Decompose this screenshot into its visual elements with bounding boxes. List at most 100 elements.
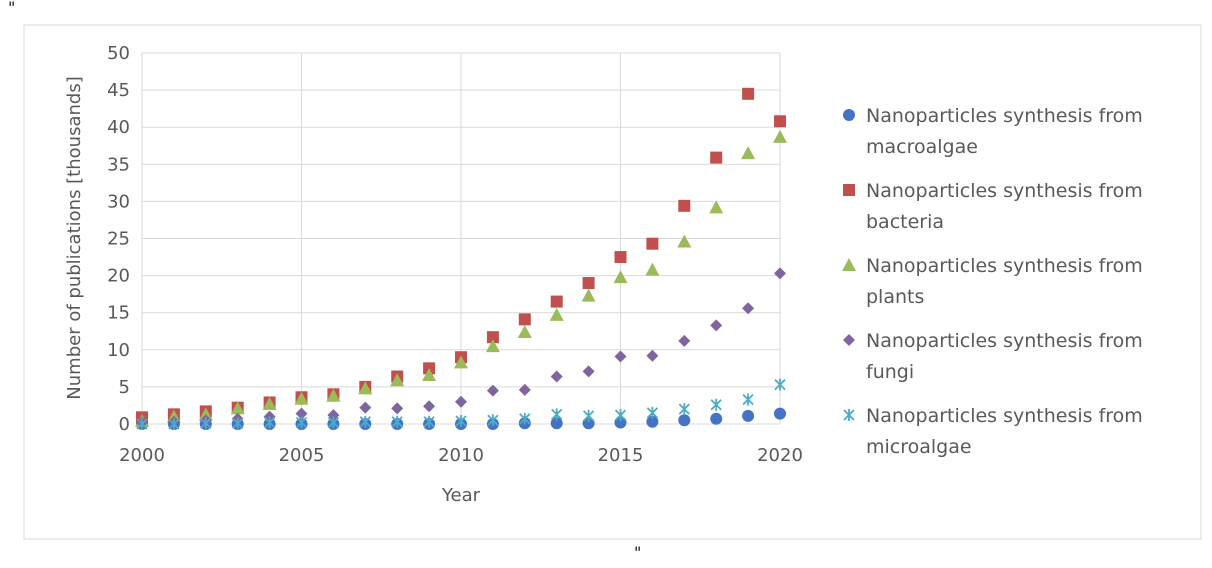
data-point: [614, 409, 627, 422]
data-point: [742, 302, 755, 315]
data-point: [359, 401, 372, 414]
data-point: [391, 402, 404, 415]
data-point: [710, 412, 723, 425]
data-point: [423, 400, 436, 413]
data-point: [326, 388, 341, 402]
x-tick-label: 2020: [757, 445, 803, 466]
legend: Nanoparticles synthesis from macroalgae Na…: [842, 105, 1143, 458]
data-point: [646, 415, 659, 428]
data-point: [742, 393, 754, 406]
data-point: [582, 417, 595, 430]
legend-label: Nanoparticles synthesis from: [866, 405, 1143, 427]
legend-item: Nanoparticles synthesis from plants: [842, 255, 1143, 308]
legend-marker: [843, 409, 855, 421]
data-point: [678, 199, 691, 212]
y-axis-title: Number of publications [thousands]: [64, 76, 85, 399]
data-point: [486, 331, 499, 344]
data-point: [678, 414, 691, 427]
data-point: [614, 350, 627, 363]
data-point: [327, 409, 340, 422]
data-point: [742, 409, 755, 422]
data-point: [774, 267, 786, 280]
data-point: [709, 200, 724, 214]
data-point: [550, 370, 563, 383]
legend-label: microalgae: [866, 436, 972, 458]
y-tick-label: 40: [107, 117, 130, 138]
data-point: [519, 412, 531, 425]
y-tick-label: 50: [107, 43, 130, 64]
stray-quote-top-left: ": [8, 0, 16, 17]
legend-marker: [843, 184, 855, 196]
data-point: [582, 277, 595, 290]
data-point: [485, 339, 500, 353]
data-point: [200, 417, 212, 430]
data-point: [455, 415, 467, 428]
data-point: [710, 398, 722, 411]
y-tick-label: 25: [107, 229, 130, 250]
legend-marker: [842, 258, 856, 271]
data-series: [135, 87, 787, 430]
data-point: [517, 324, 532, 338]
stray-quote-bottom-center: ": [634, 543, 642, 562]
data-point: [582, 365, 595, 378]
data-point: [390, 373, 405, 387]
data-point: [294, 391, 309, 405]
data-point: [422, 368, 437, 382]
data-point: [710, 151, 723, 164]
data-point: [549, 307, 564, 321]
data-point: [646, 406, 659, 419]
data-point: [230, 401, 245, 415]
y-tick-label: 30: [107, 191, 130, 212]
data-point: [614, 416, 627, 429]
data-point: [295, 416, 308, 429]
series-triangle: [135, 129, 787, 428]
data-point: [582, 409, 595, 422]
data-point: [645, 262, 660, 276]
data-point: [614, 251, 627, 264]
x-axis-title: Year: [441, 485, 481, 506]
data-point: [774, 407, 786, 420]
data-point: [327, 416, 340, 429]
data-point: [646, 237, 659, 250]
data-point: [136, 418, 148, 430]
data-point: [613, 270, 628, 284]
legend-label: macroalgae: [866, 136, 978, 158]
data-point: [518, 383, 531, 396]
legend-label: plants: [866, 286, 924, 308]
y-tick-label: 15: [107, 303, 130, 324]
x-tick-label: 2015: [598, 445, 644, 466]
data-point: [678, 334, 691, 347]
data-point: [295, 407, 308, 420]
legend-item: Nanoparticles synthesis from fungi: [843, 330, 1143, 383]
data-point: [262, 396, 277, 410]
y-tick-label: 45: [107, 80, 130, 101]
data-point: [741, 146, 756, 160]
data-point: [358, 381, 373, 395]
legend-label: Nanoparticles synthesis from: [866, 180, 1143, 202]
chart-border: [23, 24, 1202, 540]
y-tick-label: 0: [119, 414, 130, 435]
data-point: [486, 384, 499, 397]
data-point: [581, 288, 596, 302]
data-point: [455, 395, 467, 408]
legend-item: Nanoparticles synthesis from microalgae: [843, 405, 1143, 458]
data-point: [168, 418, 180, 430]
data-point: [677, 234, 692, 248]
data-point: [232, 417, 244, 430]
data-point: [550, 417, 563, 430]
x-axis-ticks: 2000 2005 2010 2015 2020: [119, 445, 803, 466]
data-point: [774, 115, 786, 128]
y-tick-label: 35: [107, 154, 130, 175]
data-point: [551, 408, 563, 421]
legend-label: Nanoparticles synthesis from: [866, 105, 1143, 127]
y-tick-label: 10: [107, 340, 130, 361]
data-point: [487, 414, 499, 427]
y-axis-ticks: 0 5 10 15 20 25 30 35 40 45 50: [107, 43, 130, 435]
data-point: [773, 129, 787, 143]
y-tick-label: 5: [119, 377, 130, 398]
data-point: [710, 319, 723, 332]
legend-marker: [843, 109, 855, 121]
legend-label: bacteria: [866, 211, 944, 233]
legend-label: fungi: [866, 361, 914, 383]
